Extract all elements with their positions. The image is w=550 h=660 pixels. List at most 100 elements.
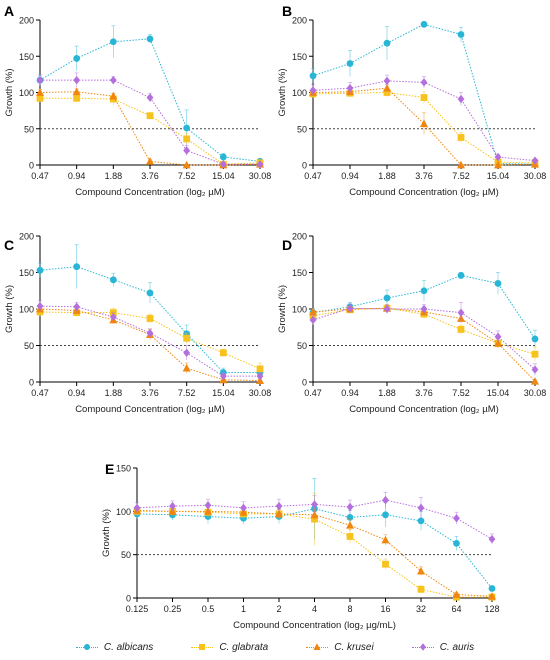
panel-d-y-tick-label: 200	[292, 232, 307, 242]
panel-e-series-auris-point	[240, 503, 247, 513]
panel-d-series-auris-point	[309, 315, 317, 325]
panel-b: B 0 50 100 150 200 0.47 0.94 1.88 3.76 7.52 15.04 30…	[277, 3, 546, 198]
panel-d: D 0 50 100 150 200 0.47 0.94 1.88 3.76 7.52 15.04 30…	[277, 232, 546, 416]
panel-b-x-tick-label: 15.04	[487, 171, 510, 181]
panel-a-x-tick-label: 7.52	[178, 171, 196, 181]
panel-d-y-tick-label: 0	[302, 378, 307, 388]
panel-b-x-tick-label: 7.52	[452, 171, 470, 181]
legend-marker-glabrata	[199, 643, 206, 651]
legend-label-krusei: C. krusei	[334, 641, 374, 653]
legend-marker-shape-glabrata	[199, 643, 206, 651]
legend-item-krusei: C. krusei	[306, 641, 374, 653]
panel-e-series-auris-point	[488, 534, 496, 544]
panel-d-series-krusei-point	[531, 377, 539, 385]
panel-c-x-tick-label: 30.08	[249, 388, 272, 398]
panel-c-series-krusei-point	[182, 363, 191, 372]
panel-c-series-auris-point	[73, 302, 81, 312]
panel-a-x-tick-label: 0.94	[68, 171, 86, 181]
panel-e-series-albicans-point	[382, 511, 389, 519]
panel-c-x-tick-label: 7.52	[178, 388, 196, 398]
panel-a-series-glabrata-point	[73, 94, 81, 102]
panel-a-x-tick-label: 30.08	[249, 171, 272, 181]
panel-d-x-tick-label: 15.04	[487, 388, 510, 398]
panel-b-x-axis-label: Compound Concentration (log₂ µM)	[349, 187, 499, 198]
panel-d-series-albicans-point	[531, 335, 539, 343]
panel-a-series-auris-line	[40, 79, 260, 165]
panel-c-series-auris-point	[146, 328, 154, 338]
panel-d-series-auris-point	[531, 365, 539, 374]
panel-a-y-tick-label: 0	[29, 161, 34, 171]
panel-c-x-axis-label: Compound Concentration (log₂ µM)	[75, 404, 225, 415]
panel-c-series-glabrata-point	[219, 349, 227, 357]
panel-d-y-tick-label: 50	[297, 341, 307, 351]
panel-b-y-tick-label: 0	[302, 161, 307, 171]
legend-item-glabrata: C. glabrata	[191, 642, 268, 653]
panel-c-x-tick-label: 0.47	[31, 388, 49, 398]
panel-b-y-axis-label: Growth (%)	[277, 68, 288, 116]
legend-marker-krusei	[313, 643, 321, 651]
panel-a-series-glabrata-point	[36, 94, 44, 102]
panel-a-x-tick-label: 1.88	[105, 171, 123, 181]
legend-marker-albicans	[83, 643, 90, 651]
legend: C. albicans C. glabrata C. krusei C. aur…	[0, 638, 550, 656]
legend-marker-auris	[419, 643, 426, 651]
panel-a-y-tick-label: 50	[24, 124, 34, 134]
panel-c-y-tick-label: 150	[19, 268, 34, 278]
panel-e-x-tick-label: 32	[416, 604, 426, 614]
panel-a-letter: A	[4, 3, 14, 19]
panel-c: C 0 50 100 150 200 0.47 0.94 1.88 3.76 7.52 15.04 30…	[4, 232, 271, 416]
panel-d-x-tick-label: 7.52	[452, 388, 470, 398]
panel-b-series-krusei-point	[457, 160, 465, 169]
panel-b-x-tick-label: 0.94	[341, 171, 359, 181]
panel-e-x-tick-label: 0.5	[202, 604, 215, 614]
panel-c-series-auris-point	[256, 371, 264, 381]
panel-a-y-tick-label: 100	[19, 88, 34, 98]
panel-b-series-auris-point	[531, 156, 539, 165]
panel-b-series-krusei-point	[494, 160, 502, 169]
panel-c-x-tick-label: 15.04	[212, 388, 235, 398]
legend-swatch-krusei	[306, 642, 329, 652]
panel-d-x-axis-label: Compound Concentration (log₂ µM)	[349, 404, 499, 415]
legend-marker-shape-albicans	[83, 643, 90, 651]
panel-e-series-krusei-point	[346, 521, 354, 529]
panel-b-series-glabrata-point	[457, 134, 465, 141]
panel-b-y-tick-label: 50	[297, 124, 307, 134]
panel-e-series-auris-point	[204, 501, 212, 510]
panel-a-y-tick-label: 200	[19, 16, 34, 26]
panel-e-y-tick-label: 0	[126, 594, 131, 604]
panel-b-y-tick-label: 150	[292, 52, 307, 62]
panel-e-letter: E	[105, 461, 114, 477]
panel-b-series-albicans-point	[457, 31, 465, 38]
panel-e-series-auris-point	[275, 501, 283, 511]
panel-b-x-tick-label: 30.08	[524, 171, 547, 181]
panel-b-series-albicans-point	[309, 72, 317, 80]
panel-c-series-glabrata-point	[183, 334, 191, 342]
panel-e-series-glabrata-point	[382, 560, 389, 568]
panel-b-series-albicans-point	[420, 20, 428, 28]
panel-a-series-albicans-point	[146, 35, 154, 43]
panel-d-y-tick-label: 150	[292, 268, 307, 278]
panel-c-series-auris-point	[219, 371, 227, 381]
panel-d-series-glabrata-point	[531, 350, 539, 358]
panel-e: E 0 50 100 150 0.125 0.25 0.5 1 2 4 8 16 32 64 128 Growt…	[101, 461, 500, 631]
panel-b-series-krusei-point	[420, 119, 428, 128]
panel-c-x-tick-label: 1.88	[105, 388, 123, 398]
panel-b-series-auris-point	[383, 76, 391, 86]
panel-e-series-auris-point	[133, 503, 141, 513]
panel-e-x-tick-label: 128	[484, 604, 499, 614]
panel-c-x-tick-label: 0.94	[68, 388, 86, 398]
panel-e-x-tick-label: 8	[347, 604, 352, 614]
panel-e-series-krusei-point	[381, 535, 390, 544]
panel-d-series-albicans-point	[420, 287, 428, 295]
panel-b-series-auris-point	[420, 78, 428, 87]
panel-d-series-albicans-point	[457, 272, 465, 279]
panel-d-series-albicans-point	[494, 280, 502, 287]
panel-e-series-glabrata-point	[346, 533, 354, 540]
panel-b-series-krusei-point	[383, 83, 391, 92]
panel-e-y-tick-label: 150	[116, 464, 131, 474]
panel-a-x-axis-label: Compound Concentration (log₂ µM)	[75, 187, 225, 198]
panel-d-x-tick-label: 1.88	[378, 388, 396, 398]
panel-e-series-krusei-point	[488, 592, 496, 600]
legend-swatch-glabrata	[191, 642, 214, 652]
panel-e-series-auris-point	[382, 495, 389, 505]
